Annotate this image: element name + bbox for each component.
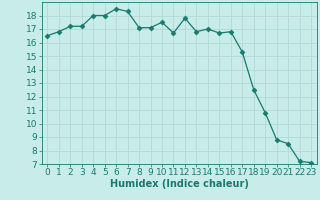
X-axis label: Humidex (Indice chaleur): Humidex (Indice chaleur) bbox=[110, 179, 249, 189]
